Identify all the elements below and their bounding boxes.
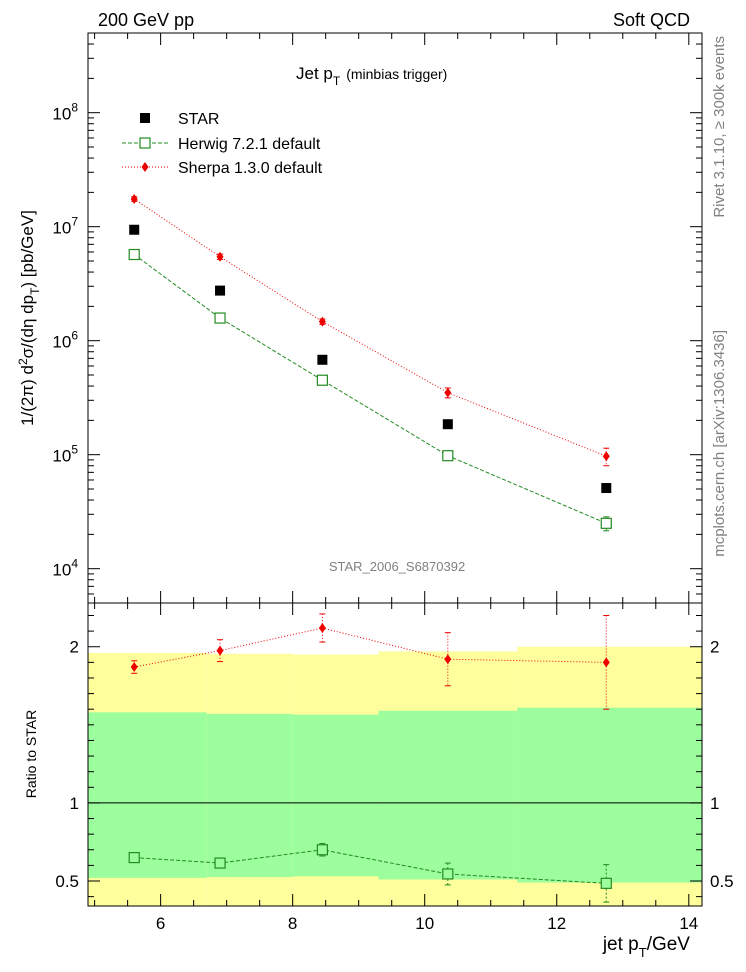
- sherpa-line: [133, 198, 607, 457]
- y-tick-label-3: 107: [52, 215, 78, 238]
- x-tick-label-1: 8: [288, 914, 297, 933]
- header-left: 200 GeV pp: [98, 10, 194, 30]
- analysis-id: STAR_2006_S6870392: [329, 559, 465, 574]
- legend-star-marker: [140, 113, 150, 123]
- sherpa-point-1: [216, 251, 224, 262]
- band-inner-3: [378, 710, 518, 880]
- sherpa-ratio-point-1: [216, 645, 224, 656]
- sherpa-ratio-point-3: [444, 654, 452, 665]
- ratio-bands: [88, 646, 702, 906]
- star-point-3: [442, 419, 453, 430]
- y-tick-label-0: 104: [52, 557, 78, 580]
- sherpa-point-3: [444, 387, 452, 398]
- ratio-series: [128, 613, 612, 903]
- legend-sherpa-marker: [141, 162, 149, 172]
- chart-title: Jet pT (minbias trigger): [296, 64, 447, 88]
- x-tick-label-2: 10: [415, 914, 434, 933]
- x-tick-label-0: 6: [156, 914, 165, 933]
- legend-label-1: Herwig 7.2.1 default: [178, 136, 321, 153]
- legend-label-0: STAR: [178, 111, 219, 128]
- herwig-ratio-bg-3: [442, 868, 453, 879]
- legend-herwig-bg: [140, 138, 150, 148]
- legend: STAR Herwig 7.2.1 default Sherpa 1.3.0 def…: [122, 111, 323, 177]
- herwig-ratio-bg-1: [215, 858, 226, 869]
- herwig-marker-bg-2: [317, 375, 328, 386]
- side-text-top: Rivet 3.1.10, ≥ 300k events: [711, 36, 728, 218]
- ratio-y-label: Ratio to STAR: [23, 710, 39, 798]
- herwig-ratio-point-0: [128, 851, 140, 864]
- x-tick-label-4: 14: [679, 914, 698, 933]
- legend-herwig-marker: [139, 137, 151, 149]
- herwig-ratio-point-3: [442, 868, 454, 880]
- herwig-line: [133, 254, 607, 524]
- ratio-frame: [87, 602, 703, 907]
- sherpa-point-0: [130, 193, 138, 204]
- ratio-y-tick-label-0: 0.5: [55, 872, 79, 891]
- header-right: Soft QCD: [613, 10, 690, 30]
- y-tick-label-4: 108: [52, 101, 78, 124]
- star-point-0: [129, 224, 140, 235]
- main-series: [128, 193, 612, 532]
- x-tick-label-3: 12: [547, 914, 566, 933]
- ratio-y-tick-label-right-2: 2: [710, 638, 719, 657]
- herwig-ratio-bg-4: [601, 878, 612, 889]
- herwig-ratio-point-1: [214, 857, 226, 869]
- herwig-ratio-bg-0: [129, 852, 140, 863]
- ratio-y-tick-label-right-0: 0.5: [710, 872, 734, 891]
- herwig-marker-bg-0: [129, 249, 140, 260]
- y-tick-label-1: 105: [52, 443, 78, 466]
- sherpa-ratio-point-4: [602, 657, 610, 668]
- star-point-1: [215, 285, 226, 296]
- ratio-y-tick-label-right-1: 1: [710, 794, 719, 813]
- axis-ticks: [88, 32, 702, 906]
- band-inner-4: [517, 707, 702, 883]
- herwig-ratio-bg-2: [317, 844, 328, 855]
- herwig-marker-bg-4: [601, 518, 612, 529]
- herwig-point-4: [600, 517, 612, 529]
- herwig-point-2: [316, 374, 328, 386]
- star-point-2: [317, 354, 328, 365]
- ratio-y-tick-label-2: 2: [70, 638, 79, 657]
- legend-label-2: Sherpa 1.3.0 default: [178, 160, 323, 177]
- herwig-marker-bg-1: [215, 313, 226, 324]
- star-point-4: [601, 483, 612, 494]
- band-inner-1: [206, 713, 293, 878]
- sherpa-point-4: [602, 451, 610, 462]
- herwig-point-0: [128, 248, 140, 261]
- ratio-y-tick-label-1: 1: [70, 794, 79, 813]
- y-axis-label: 1/(2π) d2σ/(dη dpT) [pb/GeV]: [16, 210, 42, 426]
- sherpa-point-2: [318, 316, 326, 327]
- herwig-ratio-point-2: [316, 844, 328, 856]
- herwig-ratio-point-4: [600, 877, 612, 889]
- side-text-bottom: mcplots.cern.ch [arXiv:1306.3436]: [711, 330, 728, 557]
- band-inner-0: [88, 712, 207, 878]
- x-axis-label: jet pT/GeV: [602, 934, 690, 960]
- herwig-point-1: [214, 312, 226, 324]
- herwig-point-3: [442, 450, 454, 462]
- sherpa-ratio-point-2: [318, 622, 326, 633]
- y-tick-label-2: 106: [52, 329, 78, 352]
- sherpa-ratio-point-0: [130, 662, 138, 673]
- herwig-marker-bg-3: [442, 450, 453, 461]
- band-inner-2: [292, 714, 379, 877]
